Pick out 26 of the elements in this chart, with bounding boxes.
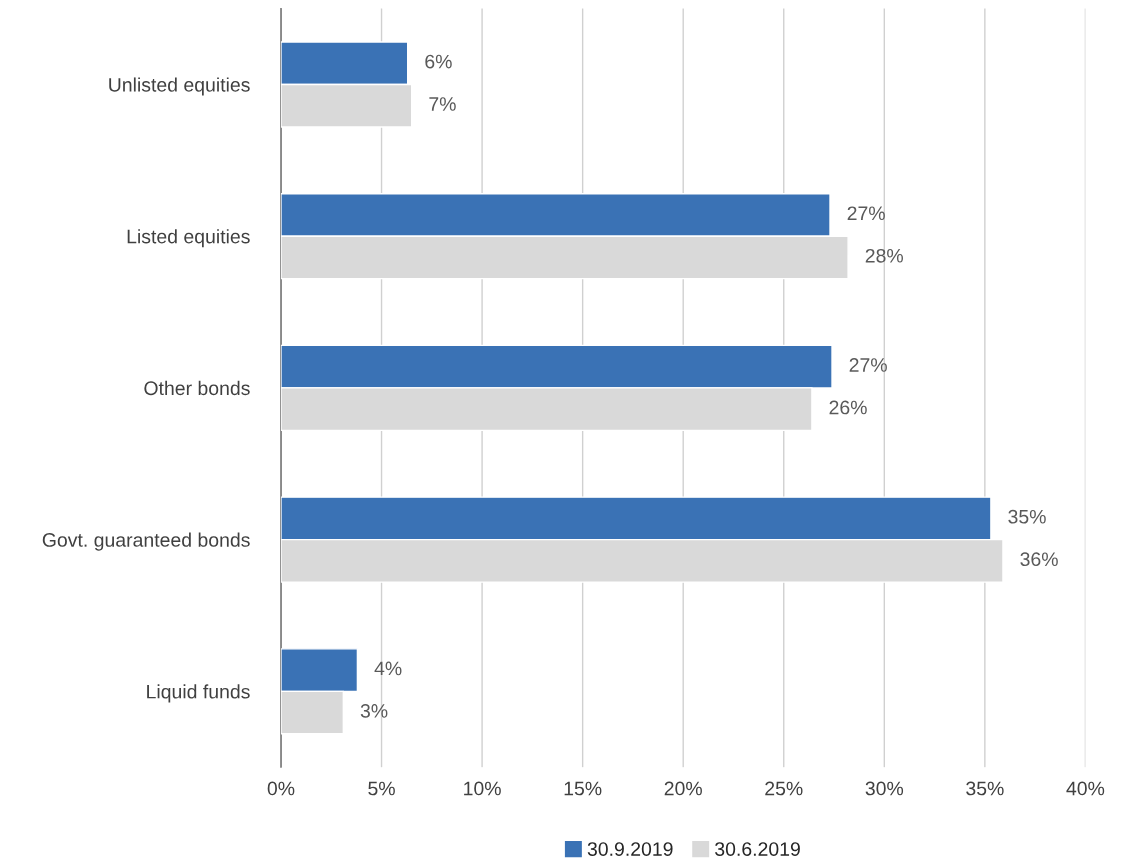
y-tick-label: Govt. guaranteed bonds xyxy=(42,532,250,551)
y-tick-label: Liquid funds xyxy=(147,684,250,703)
x-tick-label: 40% xyxy=(1066,781,1105,796)
x-tick-label: 30% xyxy=(865,781,904,796)
legend-label: 30.6.2019 xyxy=(715,842,800,856)
data-label: 4% xyxy=(374,661,402,676)
data-label: 7% xyxy=(429,97,456,111)
legend-label: 30.9.2019 xyxy=(587,842,673,856)
x-tick-label: 15% xyxy=(564,781,602,796)
data-label: 35% xyxy=(1008,509,1046,524)
data-label: 28% xyxy=(865,248,903,263)
x-tick-label: 20% xyxy=(664,781,702,796)
y-tick-label: Listed equities xyxy=(127,229,250,248)
y-tick-label: Other bonds xyxy=(144,380,250,396)
y-tick-label: Unlisted equities xyxy=(109,77,250,96)
x-tick-label: 10% xyxy=(464,781,501,796)
data-label: 26% xyxy=(829,400,867,415)
x-tick-label: 0% xyxy=(267,781,295,796)
data-label: 36% xyxy=(1020,552,1058,567)
x-tick-label: 5% xyxy=(368,781,395,796)
data-label: 27% xyxy=(847,206,885,221)
data-label: 6% xyxy=(425,54,452,69)
data-label: 27% xyxy=(849,358,887,372)
x-tick-label: 25% xyxy=(765,781,803,796)
data-label: 3% xyxy=(360,704,388,718)
x-tick-label: 35% xyxy=(966,781,1004,796)
